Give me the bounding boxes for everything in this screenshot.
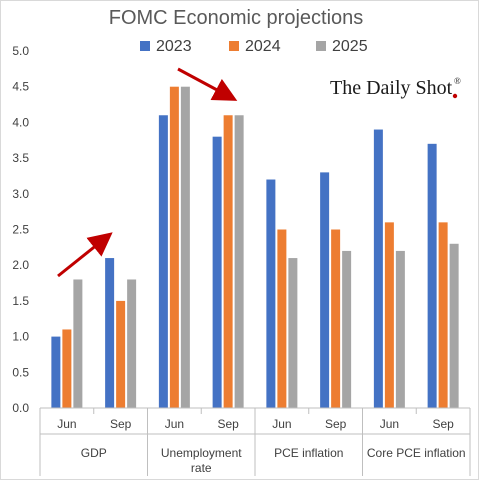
- group-label: Core PCE inflation: [367, 446, 466, 460]
- bar-2024-0: [62, 329, 72, 408]
- bar-2023-5: [320, 172, 330, 408]
- bar-2023-2: [158, 115, 168, 408]
- legend-label-2024: 2024: [245, 38, 281, 55]
- bar-2023-3: [212, 136, 222, 408]
- brand-mark: ®: [454, 76, 461, 86]
- y-axis: 0.0 0.5 1.0 1.5 2.0 2.5 3.0 3.5 4.0 4.5 5.0: [12, 44, 29, 415]
- y-tick-label: 3.5: [12, 151, 29, 165]
- legend-swatch-2025: [316, 41, 326, 51]
- chart-title: FOMC Economic projections: [109, 7, 364, 29]
- bar-2023-4: [266, 179, 276, 408]
- y-tick-label: 1.5: [12, 294, 29, 308]
- category-label: Sep: [325, 417, 347, 431]
- legend: 2023 2024 2025: [140, 38, 368, 55]
- bar-2024-4: [277, 229, 287, 408]
- category-label: Sep: [217, 417, 239, 431]
- legend-label-2023: 2023: [156, 38, 192, 55]
- legend-label-2025: 2025: [332, 38, 368, 55]
- bar-2024-5: [331, 229, 341, 408]
- category-label: Jun: [165, 417, 184, 431]
- y-tick-label: 3.0: [12, 187, 29, 201]
- category-label: Sep: [110, 417, 132, 431]
- bar-2025-6: [395, 250, 405, 408]
- bar-2024-6: [384, 222, 394, 408]
- brand-dot: [452, 93, 458, 99]
- group-label: rate: [191, 461, 212, 475]
- category-label: Jun: [57, 417, 76, 431]
- category-label: Sep: [432, 417, 454, 431]
- y-tick-label: 4.5: [12, 80, 29, 94]
- bar-2023-6: [373, 129, 383, 409]
- bar-2025-2: [180, 86, 190, 408]
- y-tick-label: 5.0: [12, 44, 29, 58]
- brand-logo: The Daily Shot ®: [330, 76, 461, 99]
- bar-2023-1: [105, 258, 115, 408]
- bar-2023-7: [427, 143, 437, 408]
- y-tick-label: 0.0: [12, 401, 29, 415]
- category-label: Jun: [380, 417, 399, 431]
- annotations: [57, 67, 238, 278]
- bar-2025-7: [449, 243, 459, 408]
- legend-swatch-2023: [140, 41, 150, 51]
- group-label: GDP: [81, 446, 107, 460]
- bar-2023-0: [51, 336, 61, 408]
- bar-2025-1: [127, 279, 137, 408]
- bar-2024-2: [169, 86, 179, 408]
- y-tick-label: 2.5: [12, 223, 29, 237]
- bar-2024-7: [438, 222, 448, 408]
- bars: [51, 86, 459, 409]
- bar-2025-0: [73, 279, 83, 408]
- y-tick-label: 2.0: [12, 258, 29, 272]
- group-label: Unemployment: [161, 446, 242, 460]
- y-tick-label: 4.0: [12, 115, 29, 129]
- bar-2024-1: [116, 300, 126, 408]
- annotation-arrow-down: [177, 67, 238, 101]
- category-label: Jun: [272, 417, 291, 431]
- annotation-arrow-up: [57, 232, 113, 278]
- y-tick-label: 1.0: [12, 330, 29, 344]
- bar-2024-3: [223, 115, 233, 408]
- bar-2025-5: [342, 250, 352, 408]
- legend-swatch-2024: [229, 41, 239, 51]
- brand-text: The Daily Shot: [330, 77, 453, 99]
- group-label: PCE inflation: [274, 446, 343, 460]
- bar-2025-4: [288, 258, 298, 408]
- bar-2025-3: [234, 115, 244, 408]
- y-tick-label: 0.5: [12, 365, 29, 379]
